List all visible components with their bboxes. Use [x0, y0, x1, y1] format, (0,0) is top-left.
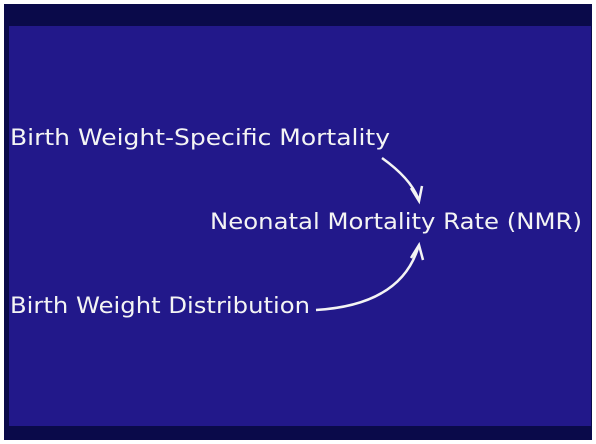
node-label: Birth Weight Distribution — [10, 294, 310, 319]
arrow-head — [409, 185, 424, 205]
node-label: Birth Weight-Specific Mortality — [10, 126, 390, 151]
arrow — [315, 247, 420, 312]
node-label: Neonatal Mortality Rate (NMR) — [210, 210, 582, 235]
slide-background — [9, 26, 591, 426]
arrow-head — [409, 241, 425, 261]
